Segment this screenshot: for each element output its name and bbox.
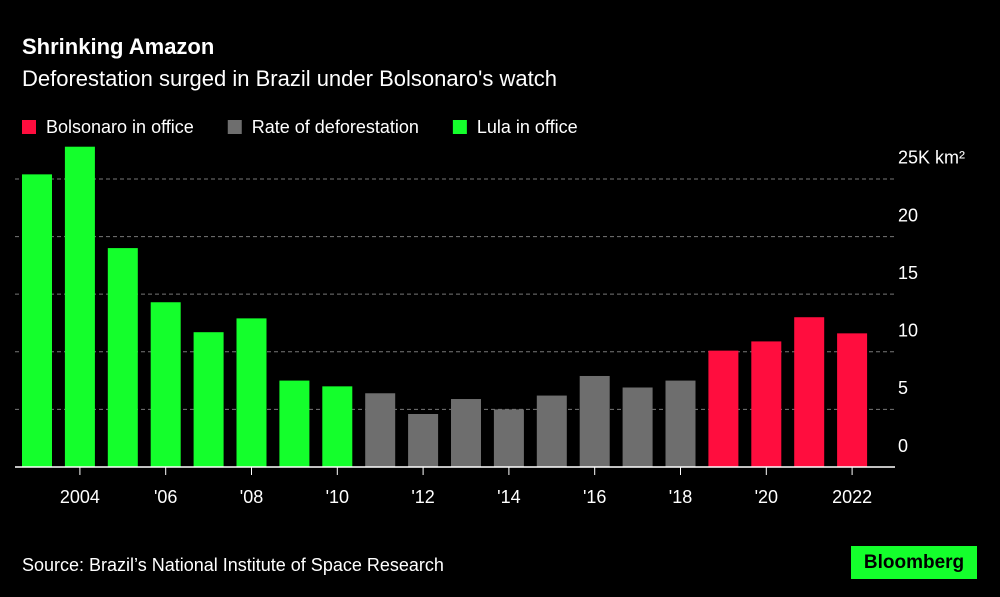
bar: [536, 395, 567, 467]
y-tick-label: 20: [898, 205, 918, 225]
y-tick-label: 5: [898, 378, 908, 398]
y-tick-label: 15: [898, 263, 918, 283]
legend-swatch: [452, 120, 467, 134]
bar: [622, 387, 653, 467]
bar: [708, 350, 739, 467]
x-tick-label: '06: [154, 487, 177, 507]
chart-title: Shrinking Amazon: [22, 34, 214, 59]
bar: [107, 248, 138, 467]
legend-label: Bolsonaro in office: [46, 117, 194, 137]
bar: [579, 375, 610, 467]
bar: [150, 302, 181, 467]
source: Source: Brazil’s National Institute of S…: [22, 555, 444, 575]
bar: [236, 318, 267, 467]
bar: [365, 393, 396, 467]
bar: [193, 332, 224, 467]
y-tick-label: 10: [898, 321, 918, 341]
legend-swatch: [227, 120, 242, 134]
x-tick-label: '20: [755, 487, 778, 507]
bar: [794, 317, 825, 467]
bar: [322, 386, 353, 467]
bar: [451, 399, 481, 467]
legend-label: Rate of deforestation: [252, 117, 419, 137]
x-tick-label: '12: [411, 487, 434, 507]
brand-logo: [851, 546, 977, 579]
x-tick-label: 2022: [832, 487, 872, 507]
y-tick-label: 25K km²: [898, 148, 965, 168]
bar: [665, 380, 696, 467]
x-tick-label: '14: [497, 487, 520, 507]
bar: [64, 146, 95, 467]
brand-text: Bloomberg: [864, 552, 964, 573]
x-tick-label: 2004: [60, 487, 100, 507]
legend-swatch: [22, 120, 36, 134]
bar: [751, 341, 782, 467]
legend-label: Lula in office: [477, 117, 578, 137]
bar: [408, 414, 439, 467]
bar: [279, 380, 310, 467]
bar: [493, 409, 524, 467]
x-tick-label: '16: [583, 487, 606, 507]
x-tick-label: '18: [669, 487, 692, 507]
bar: [837, 333, 868, 467]
x-tick-label: '10: [326, 487, 349, 507]
x-tick-label: '08: [240, 487, 263, 507]
y-tick-label: 0: [898, 436, 908, 456]
chart-subtitle: Deforestation surged in Brazil under Bol…: [22, 66, 557, 91]
bar: [22, 174, 52, 467]
